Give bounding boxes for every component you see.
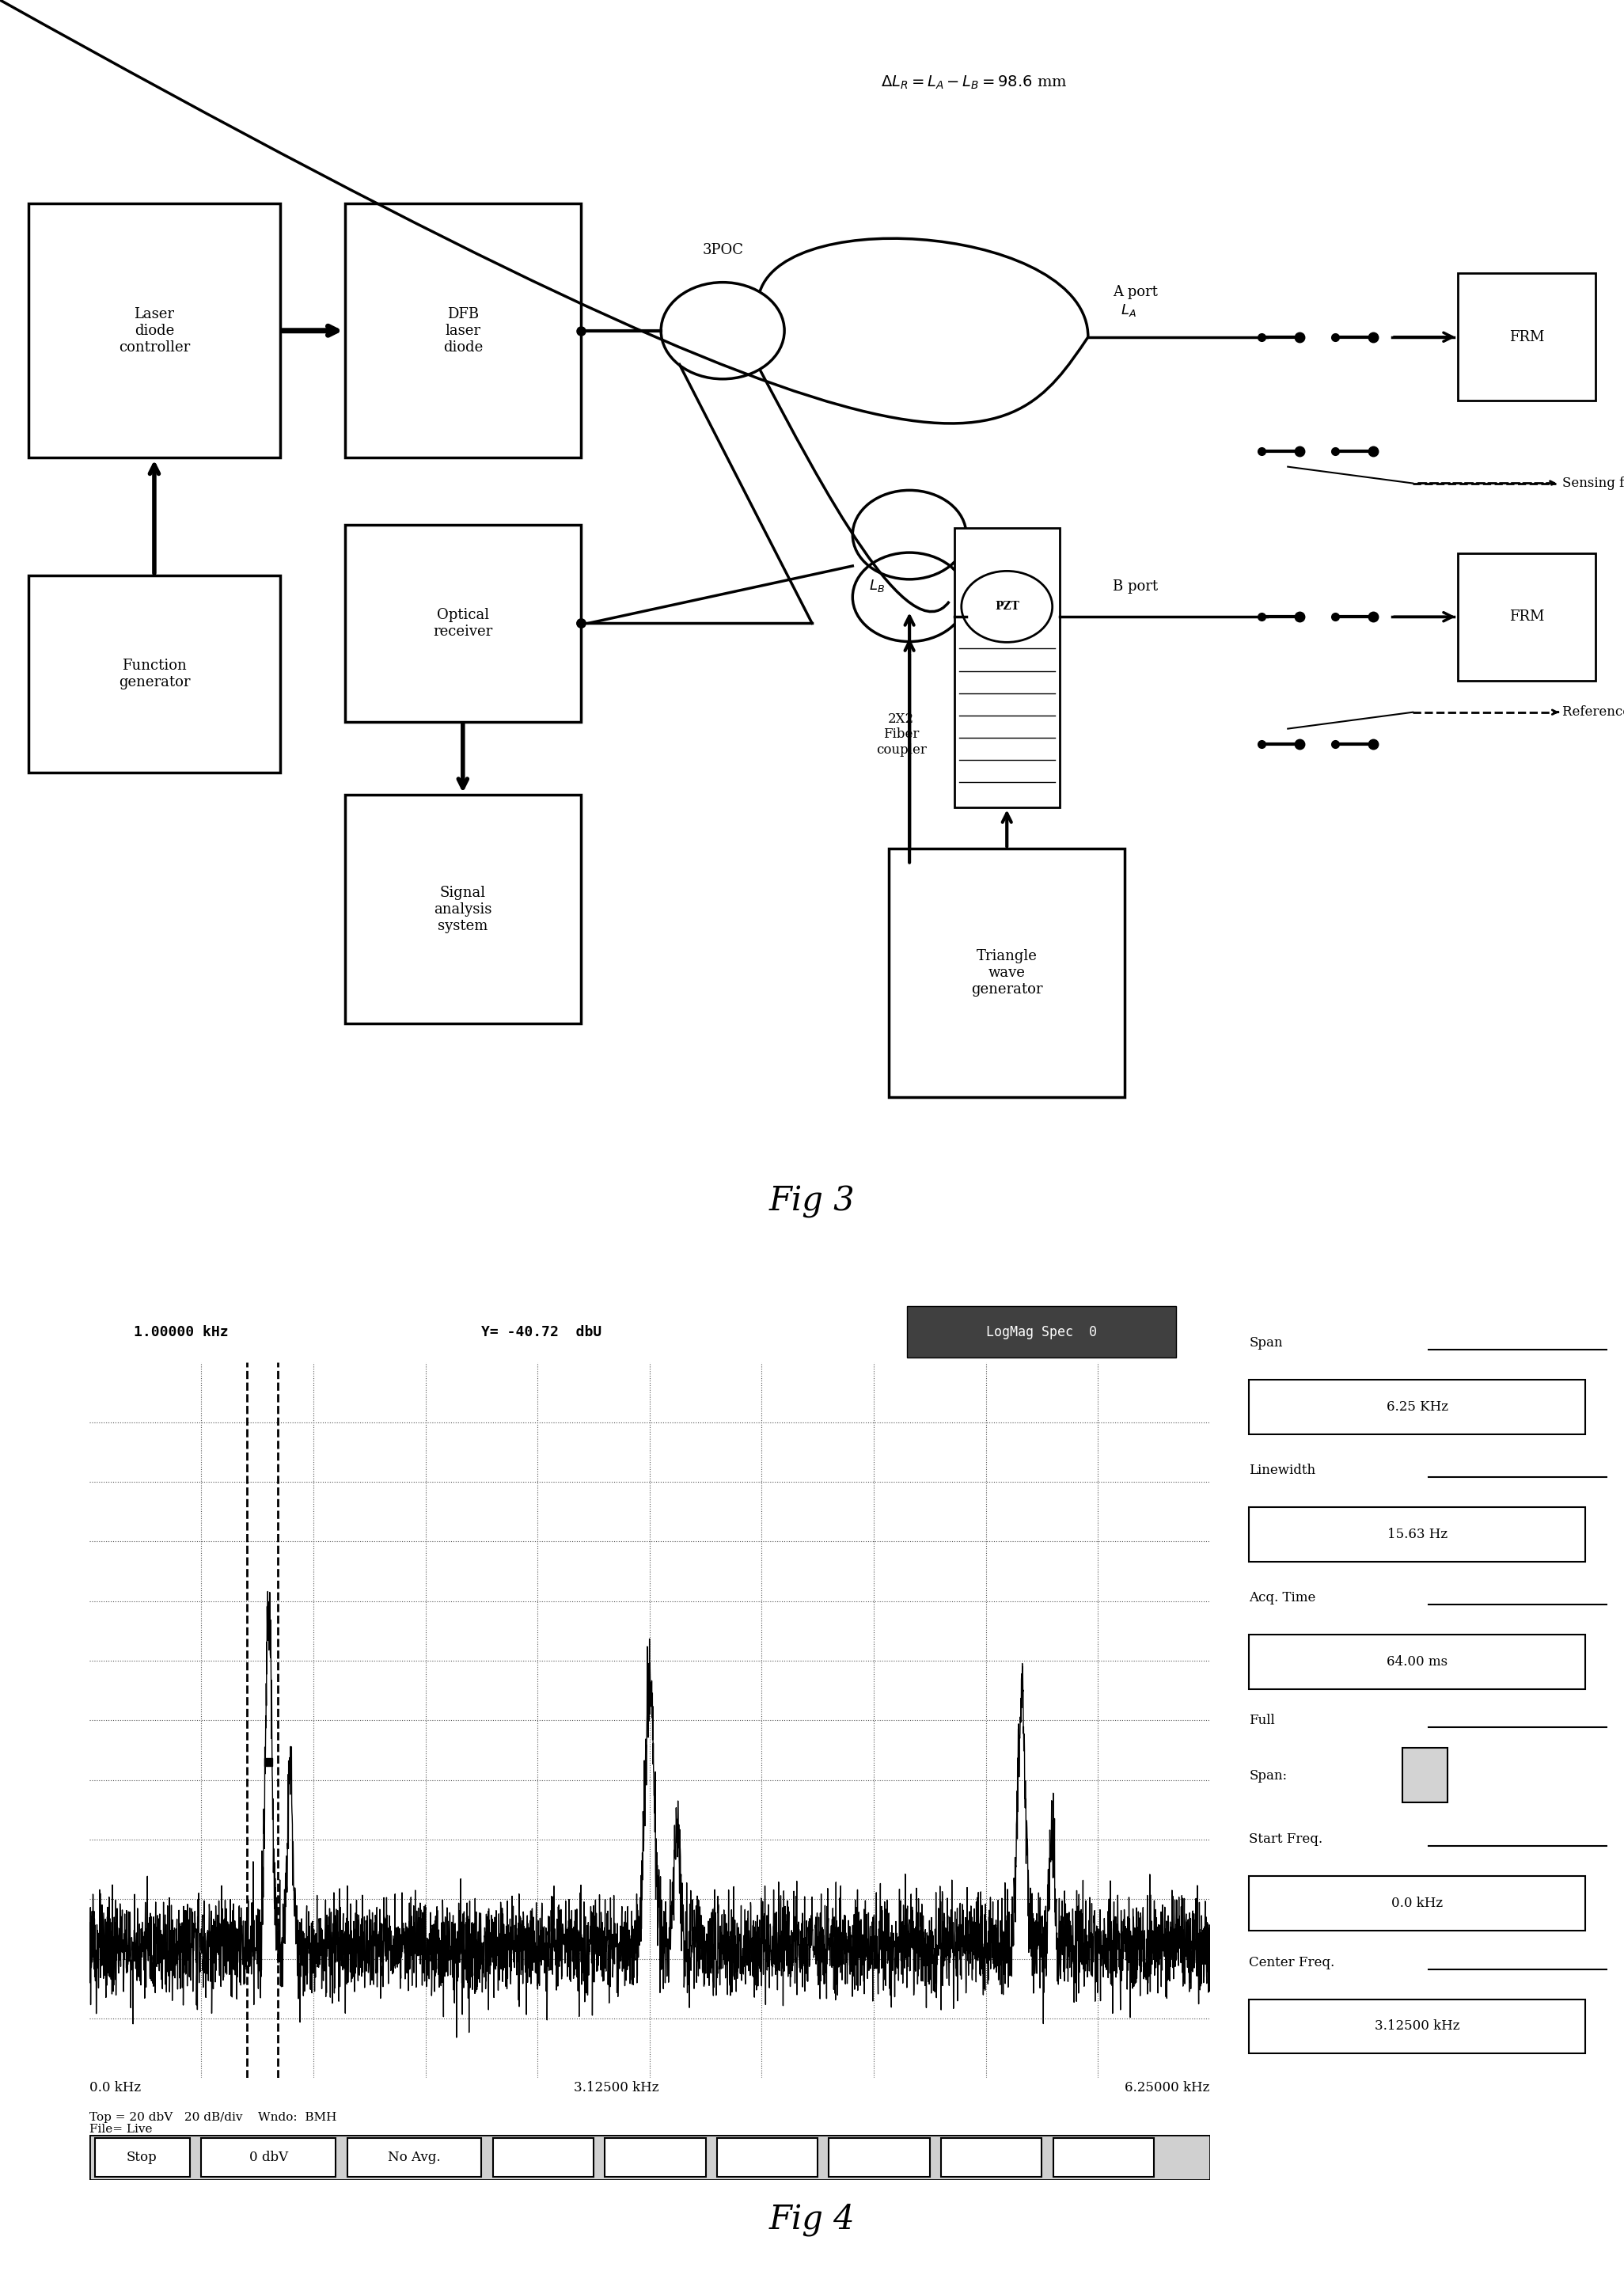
Text: Signal
analysis
system: Signal analysis system — [434, 886, 492, 933]
FancyBboxPatch shape — [1457, 554, 1595, 681]
FancyBboxPatch shape — [1249, 1876, 1585, 1930]
Text: FRM: FRM — [1509, 329, 1544, 345]
Text: B port: B port — [1112, 579, 1158, 595]
FancyBboxPatch shape — [1249, 1635, 1585, 1690]
Text: Span: Span — [1249, 1335, 1283, 1349]
Text: PZT: PZT — [994, 602, 1020, 613]
FancyBboxPatch shape — [344, 795, 580, 1024]
Text: Acq. Time: Acq. Time — [1249, 1592, 1315, 1606]
Text: Linewidth: Linewidth — [1249, 1463, 1315, 1476]
FancyBboxPatch shape — [1052, 2139, 1153, 2176]
FancyBboxPatch shape — [828, 2139, 929, 2176]
Text: Start Freq.: Start Freq. — [1249, 1833, 1324, 1846]
Text: 0.0 kHz: 0.0 kHz — [89, 2080, 141, 2094]
FancyBboxPatch shape — [1457, 273, 1595, 400]
Text: 3POC: 3POC — [702, 243, 744, 257]
Text: $\Delta L_R = L_A - L_B = 98.6$ mm: $\Delta L_R = L_A - L_B = 98.6$ mm — [882, 75, 1067, 91]
Text: 0.0 kHz: 0.0 kHz — [1392, 1896, 1444, 1910]
FancyBboxPatch shape — [344, 204, 580, 459]
FancyBboxPatch shape — [908, 1306, 1176, 1358]
Text: Span:: Span: — [1249, 1769, 1288, 1783]
Text: 0 dbV: 0 dbV — [248, 2151, 287, 2164]
FancyBboxPatch shape — [1402, 1749, 1447, 1803]
FancyBboxPatch shape — [89, 2135, 1210, 2180]
FancyBboxPatch shape — [953, 527, 1059, 808]
Text: $L_A$: $L_A$ — [1121, 302, 1137, 318]
FancyBboxPatch shape — [348, 2139, 481, 2176]
Text: FRM: FRM — [1509, 609, 1544, 625]
Text: 3.12500 kHz: 3.12500 kHz — [573, 2080, 658, 2094]
Text: 2X2
Fiber
coupler: 2X2 Fiber coupler — [875, 713, 927, 756]
FancyBboxPatch shape — [492, 2139, 594, 2176]
FancyBboxPatch shape — [1249, 1378, 1585, 1433]
Text: Sensing fiber: Sensing fiber — [1562, 477, 1624, 491]
Text: LogMag Spec  0: LogMag Spec 0 — [986, 1324, 1098, 1340]
Text: 1.00000 kHz: 1.00000 kHz — [135, 1324, 229, 1340]
Text: 64.00 ms: 64.00 ms — [1387, 1656, 1447, 1669]
Text: Fig 3: Fig 3 — [770, 1185, 854, 1220]
Text: Laser
diode
controller: Laser diode controller — [119, 307, 190, 354]
Text: File= Live: File= Live — [89, 2123, 153, 2135]
FancyBboxPatch shape — [604, 2139, 706, 2176]
Text: No Avg.: No Avg. — [388, 2151, 440, 2164]
FancyBboxPatch shape — [716, 2139, 817, 2176]
Text: Center Freq.: Center Freq. — [1249, 1955, 1335, 1969]
Text: A port: A port — [1112, 284, 1158, 300]
Text: Top = 20 dbV   20 dB/div    Wndo:  BMH: Top = 20 dbV 20 dB/div Wndo: BMH — [89, 2112, 336, 2123]
FancyBboxPatch shape — [29, 204, 279, 459]
Text: $L_B$: $L_B$ — [869, 579, 885, 595]
Text: 6.25 KHz: 6.25 KHz — [1387, 1399, 1449, 1413]
Text: 15.63 Hz: 15.63 Hz — [1387, 1528, 1447, 1542]
FancyBboxPatch shape — [201, 2139, 336, 2176]
Text: Function
generator: Function generator — [119, 659, 190, 690]
Text: Full: Full — [1249, 1715, 1275, 1728]
FancyBboxPatch shape — [344, 525, 580, 722]
FancyBboxPatch shape — [94, 2139, 190, 2176]
FancyBboxPatch shape — [1249, 1508, 1585, 1562]
Text: Optical
receiver: Optical receiver — [434, 609, 492, 638]
Text: 3.12500 kHz: 3.12500 kHz — [1376, 2019, 1460, 2033]
Text: 6.25000 kHz: 6.25000 kHz — [1125, 2080, 1210, 2094]
Text: Triangle
wave
generator: Triangle wave generator — [971, 949, 1043, 997]
Text: Stop: Stop — [127, 2151, 158, 2164]
FancyBboxPatch shape — [1249, 1998, 1585, 2053]
Text: DFB
laser
diode: DFB laser diode — [443, 307, 482, 354]
FancyBboxPatch shape — [29, 575, 279, 772]
FancyBboxPatch shape — [940, 2139, 1043, 2176]
FancyBboxPatch shape — [890, 849, 1124, 1097]
Text: Y= -40.72  dbU: Y= -40.72 dbU — [481, 1324, 603, 1340]
Text: Fig 4: Fig 4 — [770, 2203, 854, 2237]
Text: Reference fiber: Reference fiber — [1562, 706, 1624, 720]
